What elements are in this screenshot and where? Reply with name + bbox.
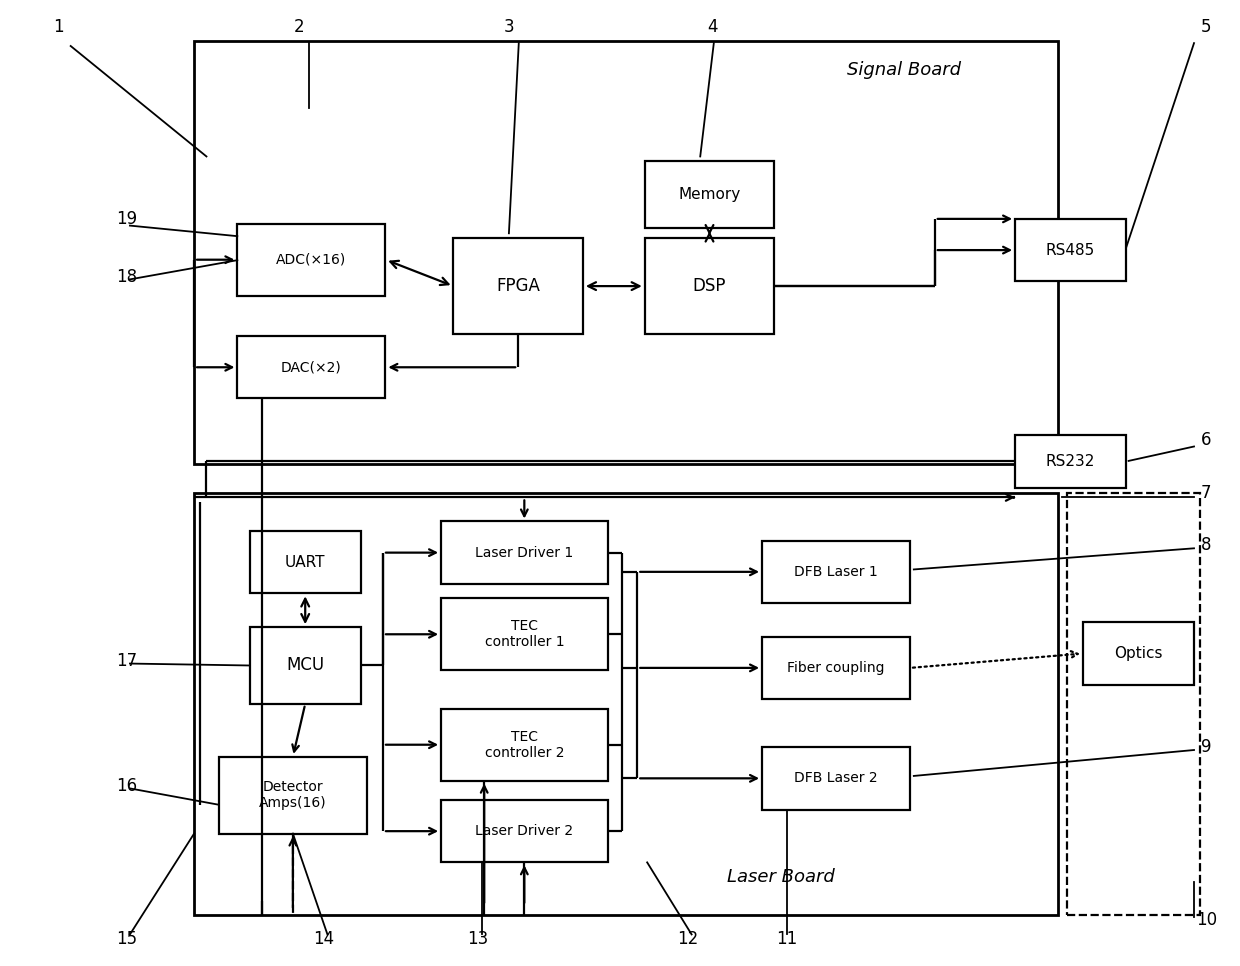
Text: Laser Board: Laser Board <box>727 867 835 886</box>
Text: 12: 12 <box>677 930 698 949</box>
Text: 2: 2 <box>294 17 304 36</box>
FancyBboxPatch shape <box>441 522 608 583</box>
Text: 7: 7 <box>1202 484 1211 501</box>
FancyBboxPatch shape <box>441 598 608 670</box>
FancyBboxPatch shape <box>237 336 386 399</box>
FancyBboxPatch shape <box>441 800 608 863</box>
Text: 3: 3 <box>503 17 515 36</box>
Text: Laser Driver 1: Laser Driver 1 <box>475 546 573 559</box>
FancyBboxPatch shape <box>761 747 910 810</box>
FancyBboxPatch shape <box>1066 493 1200 915</box>
FancyBboxPatch shape <box>761 637 910 699</box>
Text: TEC
controller 1: TEC controller 1 <box>485 619 564 649</box>
FancyBboxPatch shape <box>1016 219 1126 281</box>
FancyBboxPatch shape <box>195 42 1058 464</box>
Text: 19: 19 <box>115 210 136 228</box>
Text: DSP: DSP <box>693 277 727 295</box>
FancyBboxPatch shape <box>237 224 386 296</box>
Text: 10: 10 <box>1195 911 1216 929</box>
Text: DFB Laser 1: DFB Laser 1 <box>794 565 878 579</box>
Text: 9: 9 <box>1202 738 1211 756</box>
FancyBboxPatch shape <box>761 541 910 603</box>
Text: Signal Board: Signal Board <box>847 61 961 79</box>
Text: DAC(×2): DAC(×2) <box>281 360 342 374</box>
FancyBboxPatch shape <box>249 531 361 593</box>
FancyBboxPatch shape <box>218 756 367 834</box>
FancyBboxPatch shape <box>441 709 608 781</box>
FancyBboxPatch shape <box>454 238 583 334</box>
Text: MCU: MCU <box>286 657 325 674</box>
FancyBboxPatch shape <box>1083 622 1194 685</box>
Text: Laser Driver 2: Laser Driver 2 <box>475 824 573 838</box>
Text: 8: 8 <box>1202 536 1211 554</box>
Text: 5: 5 <box>1202 17 1211 36</box>
Text: 11: 11 <box>776 930 797 949</box>
Text: RS485: RS485 <box>1047 242 1095 258</box>
Text: 4: 4 <box>707 17 718 36</box>
FancyBboxPatch shape <box>645 161 774 229</box>
Text: 18: 18 <box>115 268 136 286</box>
Text: UART: UART <box>285 554 325 570</box>
Text: 1: 1 <box>53 17 63 36</box>
Text: RS232: RS232 <box>1045 454 1095 469</box>
Text: DFB Laser 2: DFB Laser 2 <box>794 771 878 785</box>
Text: Optics: Optics <box>1115 646 1163 661</box>
Text: TEC
controller 2: TEC controller 2 <box>485 729 564 760</box>
Text: 17: 17 <box>115 652 136 669</box>
Text: 14: 14 <box>314 930 335 949</box>
FancyBboxPatch shape <box>645 238 774 334</box>
Text: 16: 16 <box>115 777 136 795</box>
Text: ADC(×16): ADC(×16) <box>277 253 346 267</box>
Text: Memory: Memory <box>678 187 740 202</box>
Text: 13: 13 <box>467 930 489 949</box>
FancyBboxPatch shape <box>249 627 361 704</box>
FancyBboxPatch shape <box>195 493 1058 915</box>
FancyBboxPatch shape <box>1016 435 1126 488</box>
Text: 6: 6 <box>1202 431 1211 449</box>
Text: FPGA: FPGA <box>496 277 541 295</box>
Text: 15: 15 <box>115 930 136 949</box>
Text: Detector
Amps(16): Detector Amps(16) <box>259 780 326 810</box>
Text: Fiber coupling: Fiber coupling <box>787 661 885 675</box>
